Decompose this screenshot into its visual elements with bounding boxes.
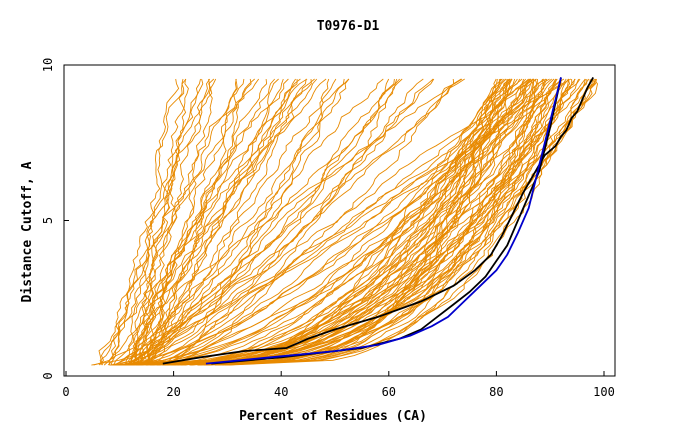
model-curve	[113, 78, 401, 366]
model-curve	[222, 78, 557, 366]
model-curve	[199, 78, 509, 366]
model-curve	[162, 78, 529, 366]
model-curve	[136, 78, 573, 366]
model-curve	[122, 78, 552, 366]
x-tick-label: 0	[62, 385, 69, 399]
model-curve	[189, 78, 538, 366]
model-curve	[126, 78, 268, 366]
y-tick-label: 5	[41, 217, 55, 224]
chart-title: T0976-D1	[317, 19, 380, 34]
model-curve	[135, 78, 189, 366]
x-tick-label: 60	[382, 385, 396, 399]
model-curve	[170, 78, 511, 366]
model-curve	[124, 78, 455, 366]
model-curve	[108, 78, 237, 366]
y-axis-ticks: 0 5 10	[41, 58, 69, 380]
model-curve	[132, 78, 180, 366]
model-curve	[165, 78, 435, 366]
model-curve	[146, 78, 308, 366]
model-curve	[215, 78, 562, 366]
x-tick-label: 20	[166, 385, 180, 399]
model-curve	[123, 78, 390, 366]
x-axis-ticks: 0 20 40 60 80 100	[62, 371, 615, 399]
model-curve	[132, 78, 586, 366]
model-curve	[214, 78, 497, 366]
x-tick-label: 100	[593, 385, 615, 399]
model-curve	[147, 78, 215, 366]
model-curve	[116, 78, 350, 366]
model-curve	[165, 78, 547, 366]
model-curve	[119, 78, 538, 366]
x-axis-label: Percent of Residues (CA)	[239, 409, 427, 424]
model-curve	[115, 78, 501, 366]
model-curve	[164, 78, 546, 366]
model-curve	[135, 78, 513, 366]
model-curve	[120, 78, 535, 366]
model-curve	[141, 78, 398, 366]
model-curve	[159, 78, 403, 366]
model-curve	[99, 78, 312, 366]
model-curve	[111, 78, 597, 366]
model-curve	[147, 78, 245, 366]
model-curve	[150, 78, 521, 366]
model-curve	[184, 78, 503, 366]
model-curve	[218, 78, 535, 366]
model-curve	[144, 78, 276, 366]
model-curve	[156, 78, 556, 366]
model-curve	[224, 78, 590, 366]
y-axis-label: Distance Cutoff, A	[20, 161, 35, 302]
model-curve	[130, 78, 298, 366]
model-curve	[209, 78, 576, 366]
model-curve	[124, 78, 315, 366]
y-tick-label: 0	[41, 372, 55, 379]
y-tick-label: 10	[41, 58, 55, 72]
model-curve	[151, 78, 532, 366]
highlight-lines	[162, 76, 594, 365]
model-curve	[130, 78, 211, 366]
model-curve	[93, 78, 424, 366]
model-curve	[145, 78, 318, 366]
highlight-curve-blue	[205, 77, 562, 365]
model-curve	[110, 78, 187, 366]
x-tick-label: 80	[489, 385, 503, 399]
model-curve	[136, 78, 301, 366]
model-curve	[162, 78, 550, 366]
model-curve	[98, 78, 260, 366]
x-tick-label: 40	[274, 385, 288, 399]
model-curve	[125, 78, 505, 366]
model-curve	[127, 78, 350, 366]
model-curve	[136, 78, 570, 366]
model-curve	[139, 78, 211, 366]
model-curve	[146, 78, 384, 366]
model-curve	[115, 78, 594, 366]
model-lines	[91, 78, 598, 366]
model-curve	[107, 78, 204, 366]
highlight-curve-black	[162, 76, 594, 365]
model-curve	[98, 78, 217, 366]
